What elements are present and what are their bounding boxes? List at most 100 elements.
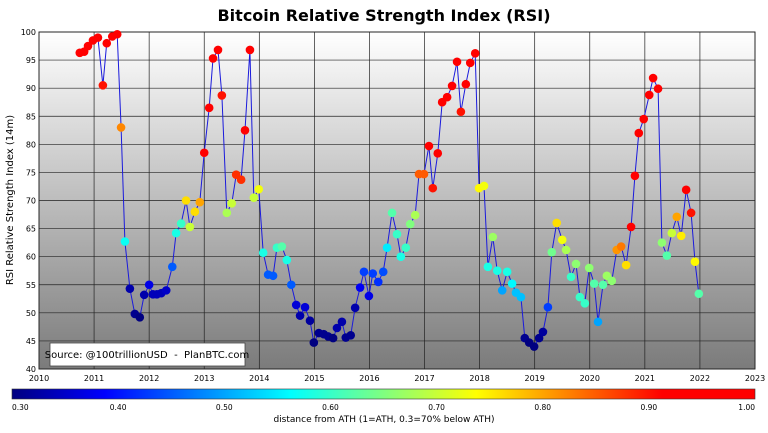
rsi-point xyxy=(167,262,177,272)
rsi-point xyxy=(368,269,378,278)
rsi-point xyxy=(621,260,631,270)
rsi-point xyxy=(286,280,296,290)
rsi-point xyxy=(580,298,590,308)
rsi-point xyxy=(442,92,452,102)
y-tick-label: 45 xyxy=(26,337,36,346)
rsi-point xyxy=(195,197,205,207)
rsi-point xyxy=(571,259,581,269)
rsi-point xyxy=(364,291,374,301)
rsi-point xyxy=(492,266,502,276)
colorbar xyxy=(11,388,756,400)
x-tick-label: 2016 xyxy=(359,374,379,383)
y-tick-label: 90 xyxy=(26,84,36,93)
rsi-point xyxy=(373,277,383,287)
rsi-point xyxy=(392,229,402,239)
rsi-point xyxy=(410,210,420,220)
rsi-point xyxy=(382,243,392,252)
y-tick-label: 60 xyxy=(26,253,36,262)
rsi-point xyxy=(589,279,599,288)
rsi-point xyxy=(598,280,608,290)
rsi-point xyxy=(144,280,154,290)
rsi-point xyxy=(634,128,644,138)
rsi-point xyxy=(497,286,507,295)
x-tick-label: 2023 xyxy=(745,374,765,383)
x-tick-label: 2022 xyxy=(690,374,710,383)
y-axis-label: RSI Relative Strength Index (14m) xyxy=(5,115,16,285)
y-axis-ticks: 40 45 50 55 60 65 70 75 80 85 90 95 100 xyxy=(21,28,36,374)
rsi-point xyxy=(447,81,457,91)
colorbar-tick-label: 0.60 xyxy=(322,403,339,412)
rsi-point xyxy=(626,222,636,232)
rsi-point xyxy=(125,284,135,293)
rsi-point xyxy=(139,290,149,300)
rsi-point xyxy=(245,45,255,55)
colorbar-ticks: 0.30 0.40 0.50 0.60 0.70 0.80 0.90 1.00 xyxy=(12,403,755,412)
rsi-point xyxy=(199,148,209,158)
rsi-point xyxy=(277,242,287,251)
rsi-point xyxy=(690,257,700,267)
rsi-point xyxy=(190,207,200,217)
rsi-point xyxy=(470,49,480,58)
rsi-point xyxy=(667,228,677,238)
rsi-point xyxy=(516,292,526,302)
rsi-point xyxy=(268,271,278,281)
rsi-point xyxy=(644,90,654,100)
colorbar-tick-label: 0.50 xyxy=(216,403,233,412)
rsi-point xyxy=(616,242,626,251)
rsi-point xyxy=(240,125,250,135)
rsi-point xyxy=(309,338,319,347)
rsi-point xyxy=(424,141,434,151)
x-tick-label: 2010 xyxy=(29,374,49,383)
rsi-point xyxy=(236,175,246,185)
rsi-point xyxy=(305,316,315,325)
x-tick-label: 2021 xyxy=(635,374,655,383)
rsi-point xyxy=(98,81,108,90)
rsi-point xyxy=(378,267,388,277)
rsi-point xyxy=(93,33,103,42)
rsi-point xyxy=(359,267,369,277)
rsi-point xyxy=(204,103,214,113)
rsi-point xyxy=(538,327,548,337)
rsi-point xyxy=(557,235,567,245)
rsi-point xyxy=(534,333,544,343)
rsi-point xyxy=(529,342,539,351)
source-annotation: Source: @100trillionUSD - PlanBTC.com xyxy=(45,350,249,361)
rsi-point xyxy=(258,248,268,258)
rsi-point xyxy=(552,218,562,228)
rsi-point xyxy=(419,169,429,179)
rsi-point xyxy=(607,276,617,286)
x-tick-label: 2013 xyxy=(194,374,214,383)
rsi-point xyxy=(483,262,493,272)
x-tick-label: 2015 xyxy=(304,374,324,383)
rsi-point xyxy=(543,302,553,312)
rsi-point xyxy=(653,84,663,94)
x-tick-label: 2014 xyxy=(249,374,269,383)
rsi-point xyxy=(120,237,130,246)
rsi-point xyxy=(694,289,704,299)
x-tick-label: 2017 xyxy=(414,374,434,383)
rsi-point xyxy=(461,79,471,89)
rsi-point xyxy=(575,292,585,302)
rsi-point xyxy=(208,54,218,63)
x-tick-label: 2019 xyxy=(525,374,545,383)
rsi-point xyxy=(507,279,517,288)
y-tick-label: 65 xyxy=(26,225,36,234)
rsi-point xyxy=(547,247,557,257)
rsi-point xyxy=(332,323,342,333)
x-tick-label: 2020 xyxy=(580,374,600,383)
rsi-point xyxy=(639,114,649,124)
rsi-point xyxy=(222,208,232,218)
rsi-point xyxy=(479,181,489,191)
rsi-point xyxy=(346,331,356,340)
rsi-point xyxy=(116,123,126,132)
rsi-point xyxy=(396,252,406,261)
rsi-point xyxy=(561,245,571,255)
rsi-point xyxy=(433,149,443,158)
rsi-point xyxy=(295,311,305,320)
y-tick-label: 80 xyxy=(26,140,36,149)
colorbar-label: distance from ATH (1=ATH, 0.3=70% below … xyxy=(273,415,494,425)
rsi-line xyxy=(79,33,700,348)
rsi-point xyxy=(300,302,310,312)
rsi-point xyxy=(185,222,195,232)
